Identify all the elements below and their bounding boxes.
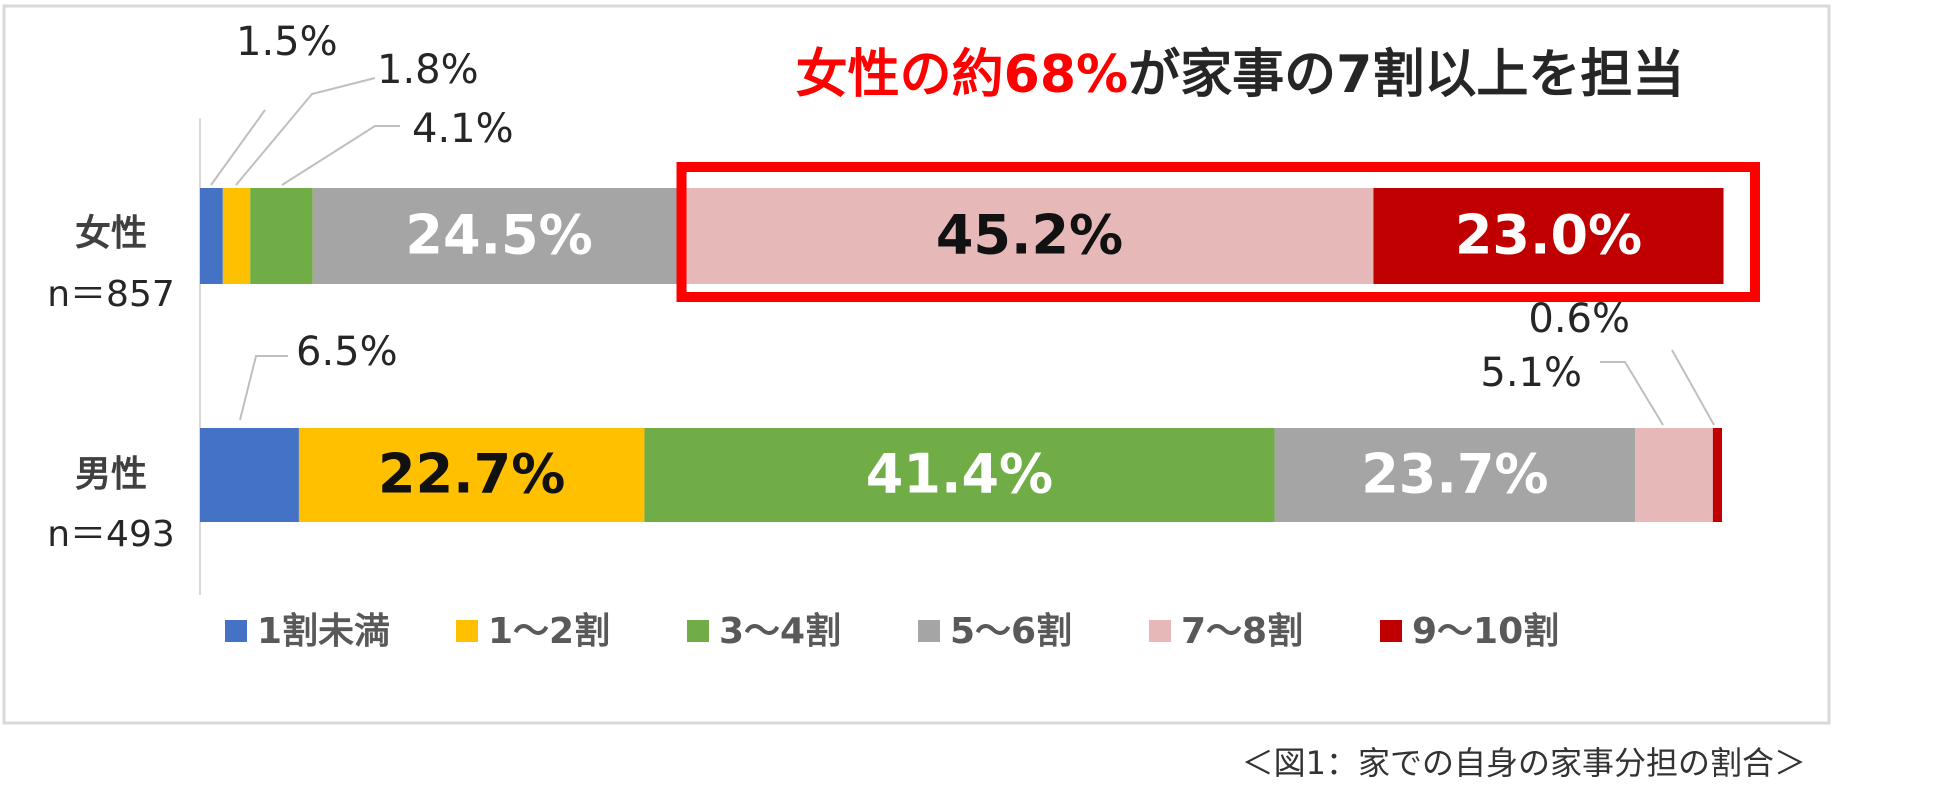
- caption: ＜図1：家での自身の家事分担の割合＞: [1242, 744, 1806, 782]
- category-label: 女性: [75, 213, 147, 254]
- bar-segment: [1635, 428, 1713, 522]
- bar-segment: [200, 188, 223, 284]
- data-label: 1.8%: [377, 47, 479, 93]
- leader-line: [239, 355, 288, 421]
- sample-size: n＝857: [47, 274, 175, 315]
- bar-segment: [250, 188, 313, 284]
- data-label: 23.0%: [1455, 204, 1642, 267]
- leader-line: [210, 109, 266, 186]
- bar-segment: [200, 428, 299, 522]
- data-label: 45.2%: [936, 204, 1123, 267]
- data-label: 22.7%: [378, 443, 565, 506]
- leader-line: [281, 125, 400, 186]
- leader-line: [1671, 349, 1715, 426]
- bar-segment: [298, 428, 645, 522]
- category-label: 男性: [75, 454, 147, 495]
- legend-label: 1割未満: [257, 611, 390, 652]
- bar-segment: [685, 188, 1374, 284]
- bar-segment: [222, 188, 251, 284]
- chart-frame: [2, 4, 1831, 725]
- data-label: 1.5%: [236, 19, 338, 65]
- bar-segment: [644, 428, 1275, 522]
- title-rest: が家事の7割以上を担当: [1128, 45, 1684, 105]
- legend-label: 3～4割: [719, 611, 841, 652]
- chart-title: 女性の約68%が家事の7割以上を担当: [796, 45, 1685, 105]
- legend-label: 9～10割: [1412, 611, 1559, 652]
- title-highlight: 女性の約68%: [796, 45, 1128, 105]
- leader-line: [1600, 361, 1664, 426]
- data-label: 4.1%: [412, 106, 514, 152]
- sample-size: n＝493: [47, 514, 175, 555]
- leader-line: [235, 77, 376, 186]
- highlight-box: [676, 162, 1761, 302]
- legend-label: 1～2割: [488, 611, 610, 652]
- legend-swatch: [1149, 620, 1171, 642]
- data-label: 0.6%: [1528, 296, 1630, 342]
- bar-segment: [1373, 188, 1724, 284]
- data-label: 6.5%: [296, 329, 398, 375]
- data-label: 24.5%: [405, 204, 592, 267]
- legend-swatch: [918, 620, 940, 642]
- data-label: 41.4%: [866, 443, 1053, 506]
- data-label: 5.1%: [1480, 350, 1582, 396]
- data-label: 23.7%: [1361, 443, 1548, 506]
- legend-label: 5～6割: [950, 611, 1072, 652]
- bar-segment: [1274, 428, 1636, 522]
- legend-swatch: [687, 620, 709, 642]
- legend-swatch: [225, 620, 247, 642]
- legend-swatch: [456, 620, 478, 642]
- bar-segment: [1712, 428, 1722, 522]
- bar-segment: [312, 188, 686, 284]
- legend-swatch: [1380, 620, 1402, 642]
- legend-label: 7～8割: [1181, 611, 1303, 652]
